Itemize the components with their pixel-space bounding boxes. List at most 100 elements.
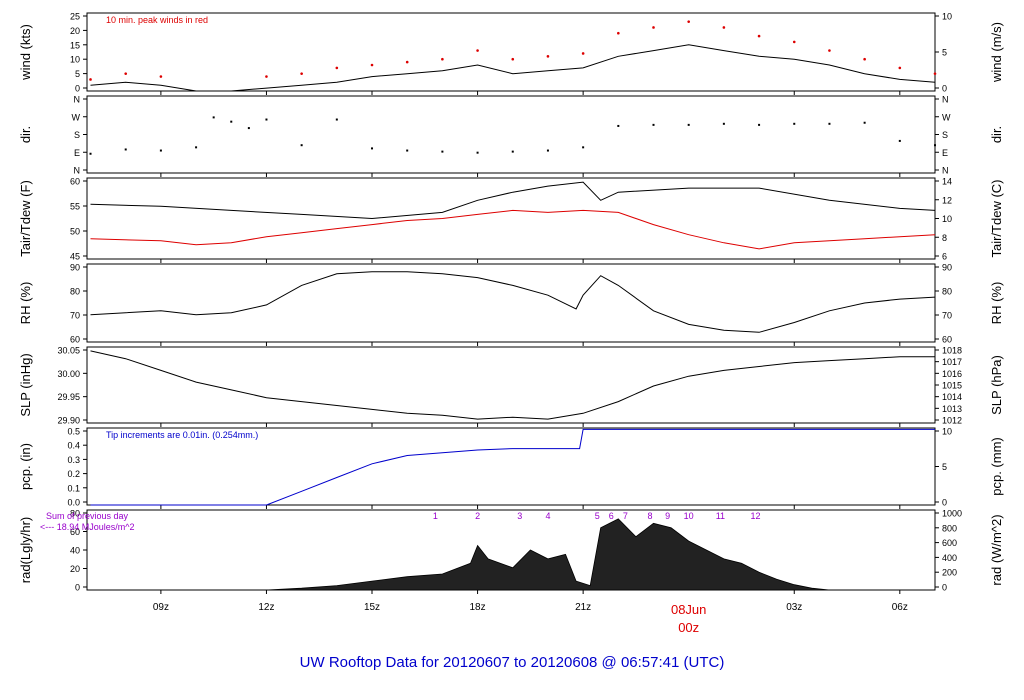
ylabel-right: pcp. (mm) [989, 437, 1004, 496]
ytick-label-right: 1018 [942, 346, 962, 356]
ytick-label-left: 30.05 [57, 346, 80, 356]
peak-wind-point [89, 78, 92, 81]
rad-hour-label: 11 [716, 511, 725, 521]
ytick-label-right: 10 [942, 12, 952, 22]
ylabel-left: SLP (inHg) [18, 353, 33, 416]
panel-annotation: 10 min. peak winds in red [106, 15, 208, 25]
peak-wind-point [405, 60, 409, 64]
panel-frame [86, 95, 936, 174]
ytick-label-right: 60 [942, 335, 952, 345]
peak-wind-point [159, 75, 163, 78]
ytick-label-left: 50 [70, 227, 80, 237]
ytick-label-right: 200 [942, 568, 957, 578]
ylabel-right: wind (m/s) [989, 22, 1004, 83]
direction-point [582, 146, 585, 149]
ytick-label-left: 45 [70, 252, 80, 262]
direction-point [617, 124, 620, 127]
direction-point [863, 121, 866, 124]
direction-point [758, 123, 761, 126]
direction-point [300, 144, 303, 147]
peak-wind-point [792, 40, 796, 44]
ytick-label-right: 12 [942, 195, 952, 205]
rad-hour-label: 1 [433, 511, 438, 521]
peak-wind-point [581, 52, 585, 55]
ylabel-right: rad (W/m^2) [989, 514, 1004, 585]
rad-annotation-2: <--- 18.94 MJoules/m^2 [40, 522, 135, 532]
ytick-label-left: 60 [70, 335, 80, 345]
series-radiation [266, 518, 830, 591]
ytick-label-left: S [74, 130, 80, 140]
ylabel-left: wind (kts) [18, 24, 33, 81]
panel-frame [86, 12, 936, 92]
ytick-label-right: 80 [942, 287, 952, 297]
ytick-label-left: 60 [70, 177, 80, 187]
ylabel-left: pcp. (in) [18, 443, 33, 490]
rad-hour-label: 2 [475, 511, 480, 521]
direction-point [546, 149, 549, 152]
ylabel-left: dir. [18, 126, 33, 143]
ytick-label-left: 0 [75, 583, 80, 593]
panel-annotation: Tip increments are 0.01in. (0.254mm.) [106, 430, 258, 440]
direction-point [934, 144, 936, 147]
panel-temp [83, 177, 939, 263]
ylabel-left: RH (%) [18, 282, 33, 325]
direction-point [212, 116, 215, 119]
ytick-label-right: W [942, 112, 951, 122]
chart-title: UW Rooftop Data for 20120607 to 20120608… [300, 654, 725, 671]
direction-point [793, 122, 796, 125]
rad-hour-label: 9 [665, 511, 670, 521]
ytick-label-right: 600 [942, 538, 957, 548]
panel-pcp [83, 427, 939, 509]
ytick-label-left: 25 [70, 12, 80, 22]
rad-hour-label: 8 [647, 511, 652, 521]
direction-point [828, 122, 831, 125]
ylabel-left: rad(Lgly/hr) [18, 517, 33, 583]
ytick-label-left: 20 [70, 564, 80, 574]
ytick-label-right: 0 [942, 498, 947, 508]
ytick-label-right: 5 [942, 48, 947, 58]
ytick-label-left: 15 [70, 40, 80, 50]
ylabel-right: Tair/Tdew (C) [989, 179, 1004, 257]
ytick-label-left: 0.2 [67, 469, 80, 479]
direction-point [406, 149, 409, 152]
peak-wind-point [652, 26, 655, 29]
ytick-label-left: 20 [70, 26, 80, 36]
direction-point [159, 149, 162, 152]
peak-wind-point [898, 66, 902, 70]
ytick-label-left: 10 [70, 55, 80, 65]
direction-point [247, 127, 250, 130]
direction-point [722, 122, 725, 125]
direction-point [124, 148, 127, 151]
ytick-label-left: 0.0 [67, 498, 80, 508]
peak-wind-point [511, 57, 515, 61]
ytick-label-right: 400 [942, 553, 957, 563]
ytick-label-right: N [942, 166, 949, 176]
peak-wind-point [863, 57, 866, 61]
peak-wind-point [546, 55, 550, 58]
direction-point [335, 118, 338, 121]
date-label: 08Jun [671, 602, 706, 617]
ytick-label-left: 70 [70, 311, 80, 321]
ytick-label-right: 70 [942, 311, 952, 321]
ytick-label-right: 6 [942, 252, 947, 262]
ytick-label-left: W [72, 112, 81, 122]
ytick-label-left: 0.4 [67, 441, 80, 451]
peak-wind-point [124, 72, 128, 75]
rad-hour-label: 3 [517, 511, 522, 521]
series-slp [90, 350, 935, 420]
series-precip [90, 428, 935, 506]
ylabel-right: dir. [989, 126, 1004, 143]
ytick-label-left: N [74, 166, 81, 176]
ytick-label-right: 1017 [942, 357, 962, 367]
ytick-label-left: 29.90 [57, 416, 80, 426]
ytick-label-right: 1013 [942, 404, 962, 414]
ytick-label-left: 5 [75, 69, 80, 79]
xtick-label: 15z [364, 602, 380, 613]
ytick-label-right: E [942, 148, 948, 158]
ylabel-left: Tair/Tdew (F) [18, 180, 33, 257]
ytick-label-left: 0 [75, 84, 80, 94]
panel-rh [83, 263, 939, 346]
ytick-label-right: 1016 [942, 369, 962, 379]
rad-hour-label: 12 [751, 511, 761, 521]
